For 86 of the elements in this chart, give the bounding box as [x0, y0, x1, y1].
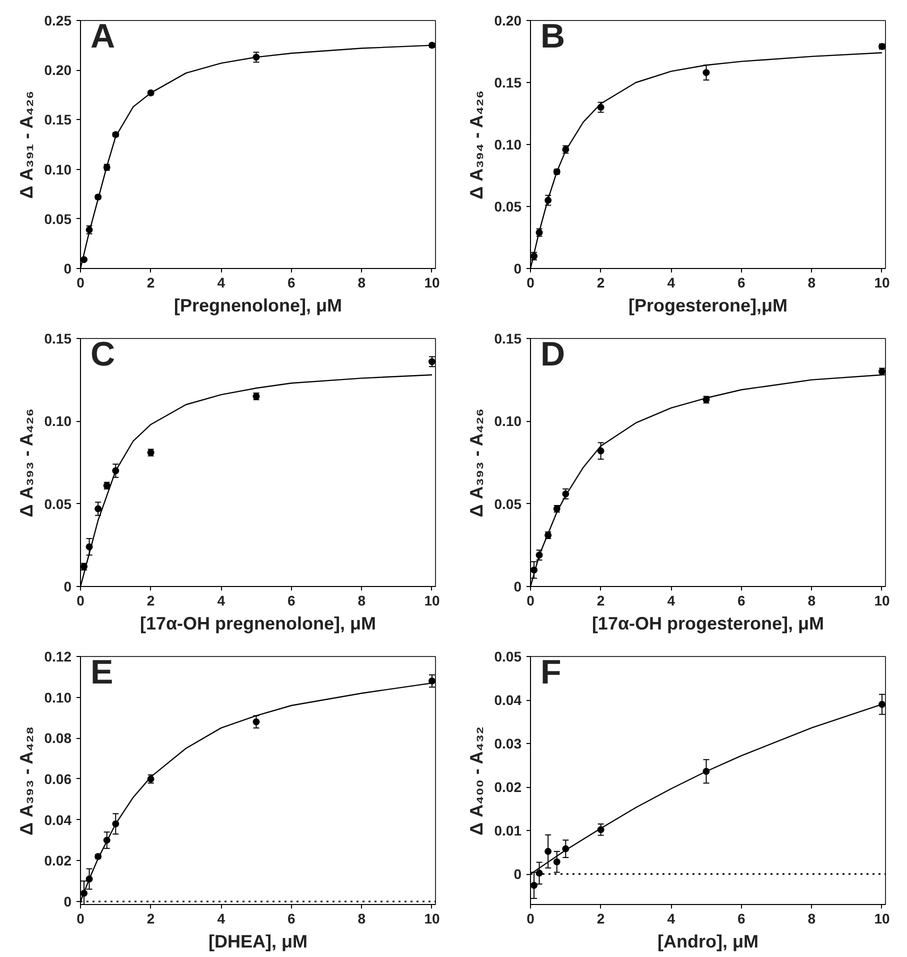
x-tick-label: 10: [874, 910, 890, 926]
y-axis-title: Δ A₃₉₃ - A₄₂₆: [16, 408, 36, 518]
y-axis-title: Δ A₃₉₁ - A₄₂₆: [16, 90, 36, 199]
x-axis-title: [Andro], μM: [658, 932, 759, 952]
y-tick-label: 0.04: [494, 692, 522, 708]
x-tick-label: 10: [424, 274, 440, 290]
x-tick-label: 2: [146, 910, 155, 926]
x-axis-title: [DHEA], μM: [208, 932, 308, 952]
x-tick-label: 4: [667, 274, 676, 290]
x-tick-label: 8: [808, 592, 816, 608]
y-tick-label: 0.10: [44, 413, 72, 430]
x-tick-label: 4: [667, 592, 676, 608]
annotation: C: [90, 336, 116, 374]
x-tick-label: 6: [738, 274, 746, 290]
x-tick-label: 8: [358, 274, 366, 290]
x-tick-label: 8: [808, 910, 816, 926]
y-axis-title: Δ A₃₉₃ - A₄₂₈: [16, 726, 36, 836]
y-tick-label: 0.25: [44, 12, 72, 28]
y-tick-label: 0.12: [44, 648, 72, 664]
x-axis-title: [Progesterone],μM: [628, 296, 788, 316]
y-tick-label: 0.10: [44, 689, 72, 706]
y-tick-label: 0.04: [44, 812, 72, 828]
x-tick-label: 0: [526, 274, 535, 290]
x-tick-label: 8: [808, 274, 816, 290]
x-tick-label: 10: [424, 910, 440, 926]
x-axis-title: [17α-OH pregnenolone], μM: [140, 614, 376, 634]
x-tick-label: 10: [874, 592, 890, 608]
y-tick-label: 0.10: [494, 413, 522, 430]
y-axis-title: Δ A₃₉₄ - A₄₂₆: [466, 90, 486, 200]
y-tick-label: 0.02: [44, 852, 72, 869]
y-tick-label: 0.05: [44, 496, 72, 512]
y-tick-label: 0.15: [44, 112, 72, 128]
x-tick-label: 0: [76, 592, 85, 608]
x-tick-label: 0: [526, 910, 535, 926]
y-tick-label: 0.10: [44, 161, 72, 178]
x-tick-label: 8: [358, 910, 366, 926]
annotation: F: [540, 654, 562, 692]
y-tick-label: 0.05: [494, 198, 522, 214]
y-tick-label: 0.15: [494, 330, 522, 346]
y-tick-label: 0.15: [494, 74, 522, 90]
annotation: D: [540, 336, 566, 374]
x-tick-label: 2: [596, 592, 605, 608]
x-tick-label: 4: [217, 592, 226, 608]
x-tick-label: 0: [526, 592, 535, 608]
x-tick-label: 8: [358, 592, 366, 608]
x-tick-label: 0: [76, 274, 85, 290]
y-tick-label: 0.08: [44, 730, 72, 746]
y-tick-label: 0.20: [44, 62, 72, 78]
y-tick-label: 0: [514, 260, 522, 276]
y-tick-label: 0.05: [44, 210, 72, 227]
annotation: E: [90, 654, 114, 692]
y-tick-label: 0.15: [44, 330, 72, 346]
y-tick-label: 0.20: [494, 12, 522, 28]
y-axis-title: Δ A₄₀₀ - A₄₃₂: [466, 726, 486, 836]
y-tick-label: 0: [514, 866, 522, 882]
y-tick-label: 0.03: [494, 736, 522, 752]
annotation: A: [90, 18, 116, 56]
x-tick-label: 2: [146, 274, 155, 290]
y-tick-label: 0: [64, 893, 72, 910]
y-tick-label: 0: [64, 578, 72, 594]
y-tick-label: 0: [64, 260, 72, 276]
x-tick-label: 0: [76, 910, 85, 926]
y-axis-title: Δ A₃₉₃ - A₄₂₆: [466, 408, 486, 518]
x-tick-label: 6: [738, 592, 746, 608]
y-tick-label: 0.05: [494, 496, 522, 512]
y-tick-label: 0.10: [494, 136, 522, 152]
x-tick-label: 10: [424, 592, 440, 608]
y-tick-label: 0.01: [494, 822, 522, 839]
x-tick-label: 6: [738, 910, 746, 926]
x-tick-label: 2: [146, 592, 155, 608]
y-tick-label: 0: [514, 578, 522, 594]
x-tick-label: 10: [874, 274, 890, 290]
x-tick-label: 6: [288, 274, 296, 290]
x-axis-title: [Pregnenolone], μM: [174, 296, 342, 316]
x-axis-title: [17α-OH progesterone], μM: [592, 614, 824, 634]
y-tick-label: 0.05: [494, 648, 522, 664]
annotation: B: [540, 18, 566, 56]
x-tick-label: 4: [217, 274, 226, 290]
x-tick-label: 2: [596, 274, 605, 290]
y-tick-label: 0.02: [494, 779, 522, 796]
x-tick-label: 4: [667, 910, 676, 926]
x-tick-label: 6: [288, 910, 296, 926]
y-tick-label: 0.06: [44, 770, 72, 787]
x-tick-label: 6: [288, 592, 296, 608]
x-tick-label: 2: [596, 910, 605, 926]
x-tick-label: 4: [217, 910, 226, 926]
